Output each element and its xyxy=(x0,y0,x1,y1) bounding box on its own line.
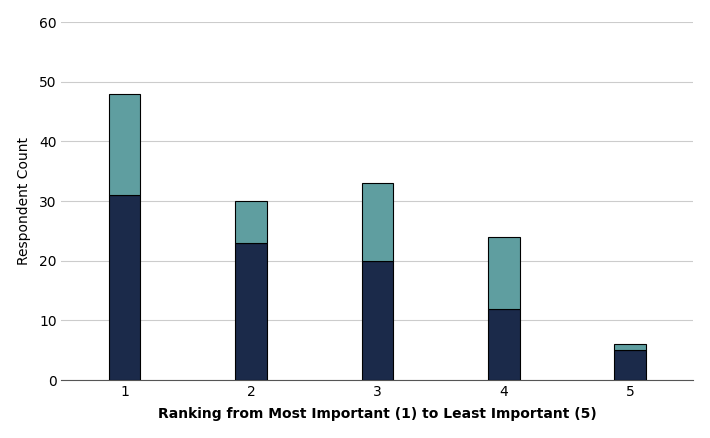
Bar xyxy=(235,201,267,243)
Bar xyxy=(361,183,393,261)
Y-axis label: Respondent Count: Respondent Count xyxy=(16,137,31,265)
Bar xyxy=(235,243,267,380)
Bar xyxy=(488,237,520,308)
Bar xyxy=(109,195,141,380)
Bar xyxy=(614,350,646,380)
Bar xyxy=(361,261,393,380)
Bar xyxy=(109,94,141,195)
Bar xyxy=(614,344,646,350)
Bar xyxy=(488,308,520,380)
X-axis label: Ranking from Most Important (1) to Least Important (5): Ranking from Most Important (1) to Least… xyxy=(158,407,597,421)
